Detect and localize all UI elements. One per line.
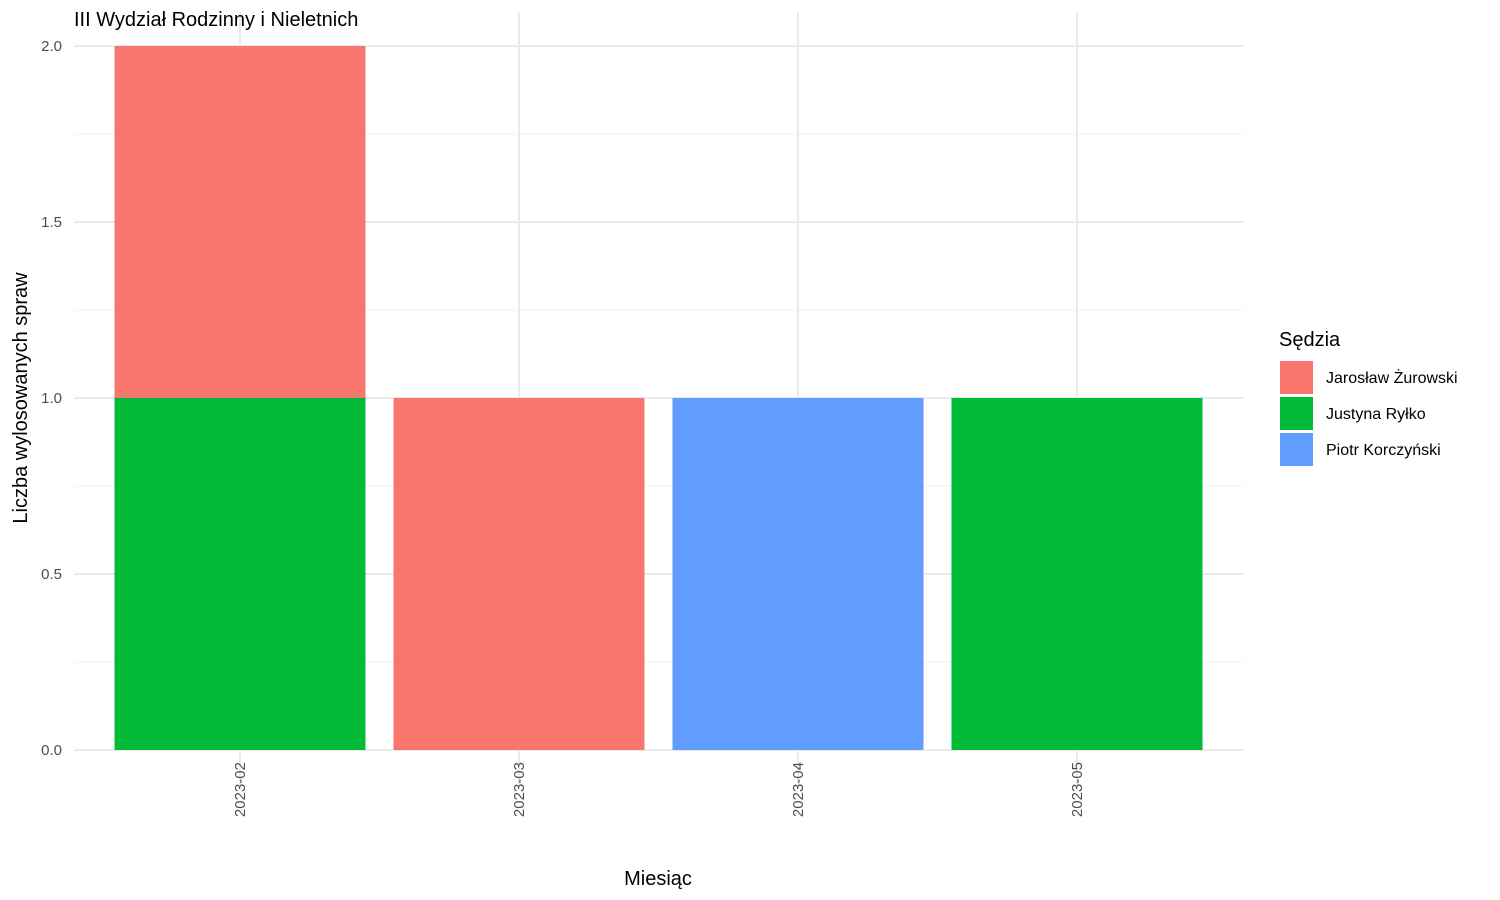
legend-label: Justyna Ryłko [1326, 406, 1426, 423]
y-tick-label: 1.5 [41, 214, 62, 231]
y-tick-label: 0.5 [41, 566, 62, 583]
legend-label: Jarosław Żurowski [1326, 368, 1458, 387]
x-axis-title: Miesiąc [624, 868, 692, 890]
x-axis-ticks: 2023-02 2023-03 2023-04 2023-05 [232, 762, 1086, 817]
legend-swatch [1280, 433, 1313, 466]
bar-segment [114, 46, 366, 398]
bar-segment [672, 398, 924, 750]
chart-title: III Wydział Rodzinny i Nieletnich [74, 9, 358, 31]
legend-items: Jarosław Żurowski Justyna Ryłko Piotr Korc… [1280, 361, 1458, 466]
x-tick-label: 2023-02 [232, 762, 249, 817]
bar-segment [393, 398, 645, 750]
y-tick-label: 0.0 [41, 742, 62, 759]
legend-swatch [1280, 397, 1313, 430]
x-tick-label: 2023-05 [1069, 762, 1086, 817]
x-tick-label: 2023-03 [511, 762, 528, 817]
legend-swatch [1280, 361, 1313, 394]
y-tick-label: 1.0 [41, 390, 62, 407]
legend-title: Sędzia [1279, 329, 1341, 351]
bar-segment [114, 398, 366, 750]
bar-segment [951, 398, 1203, 750]
y-tick-label: 2.0 [41, 38, 62, 55]
legend-label: Piotr Korczyński [1326, 442, 1441, 459]
y-axis-ticks: 0.0 0.5 1.0 1.5 2.0 [41, 38, 62, 759]
legend: Sędzia Jarosław Żurowski Justyna Ryłko Pio… [1279, 329, 1458, 466]
y-axis-title: Liczba wylosowanych spraw [10, 272, 32, 524]
x-tick-label: 2023-04 [790, 762, 807, 817]
bars [114, 46, 1203, 750]
